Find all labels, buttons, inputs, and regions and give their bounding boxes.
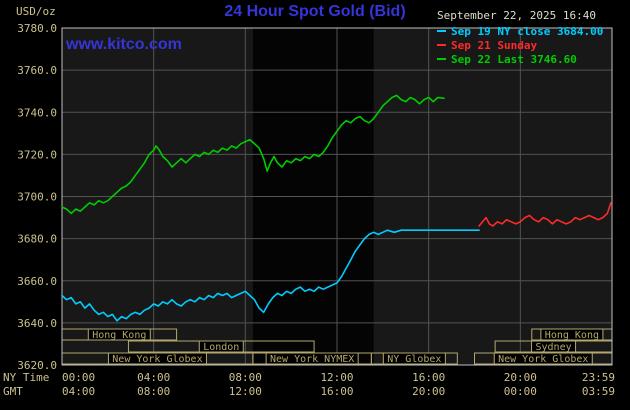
x-tick-label-ny: 08:00 <box>229 371 262 384</box>
legend-label-sep21: Sep 21 Sunday <box>451 39 538 52</box>
x-tick-label-gmt: 04:00 <box>62 385 95 398</box>
x-tick-label-ny: 00:00 <box>62 371 95 384</box>
legend-swatch-sep22-icon <box>437 58 446 60</box>
y-tick-label: 3780.0 <box>17 22 57 35</box>
session-label-box <box>493 352 593 365</box>
legend-swatch-sep19-icon <box>437 30 446 32</box>
x-tick-label-gmt: 16:00 <box>320 385 353 398</box>
x-tick-label-ny: 16:00 <box>412 371 445 384</box>
series-line-2 <box>61 94 445 215</box>
y-tick-label: 3620.0 <box>17 359 57 372</box>
session-label-box <box>87 328 151 341</box>
x-axis-row-label-ny: NY Time <box>3 371 49 384</box>
legend-item-sep22: Sep 22 Last 3746.60 <box>437 53 603 67</box>
plot-border <box>61 27 613 366</box>
session-label: New York NYMEX <box>270 354 354 365</box>
datetime-label: September 22, 2025 16:40 <box>437 9 596 22</box>
kitco-watermark-link[interactable]: www.kitco.com <box>66 36 182 53</box>
session-label: New York Globex <box>112 354 202 365</box>
session-label-box <box>107 352 207 365</box>
y-tick-label: 3640.0 <box>17 317 57 330</box>
x-tick-label-gmt: 03:59 <box>582 385 615 398</box>
x-tick-label-ny: 23:59 <box>582 371 615 384</box>
x-tick-label-gmt: 20:00 <box>412 385 445 398</box>
y-tick-label: 3760.0 <box>17 64 57 77</box>
page-title: 24 Hour Spot Gold (Bid) <box>224 3 406 20</box>
x-tick-label-gmt: 08:00 <box>137 385 170 398</box>
legend-item-sep21: Sep 21 Sunday <box>437 39 603 53</box>
session-label: NY Globex <box>387 354 441 365</box>
x-tick-label-gmt: 00:00 <box>504 385 537 398</box>
session-label: London <box>203 342 239 353</box>
x-tick-label-ny: 04:00 <box>137 371 170 384</box>
legend-swatch-sep21-icon <box>437 44 446 46</box>
session-label-box <box>265 352 359 365</box>
series-line-0 <box>61 229 480 322</box>
x-tick-label-gmt: 12:00 <box>229 385 262 398</box>
session-label-box <box>198 340 244 353</box>
session-label-box <box>540 328 604 341</box>
session-label: Sydney <box>536 342 572 353</box>
y-tick-label: 3660.0 <box>17 275 57 288</box>
session-label: Hong Kong <box>92 330 146 341</box>
x-tick-label-ny: 12:00 <box>320 371 353 384</box>
legend-label-sep22: Sep 22 Last 3746.60 <box>451 53 577 66</box>
session-label: New York Globex <box>498 354 588 365</box>
y-tick-label: 3700.0 <box>17 191 57 204</box>
y-tick-label: 3720.0 <box>17 148 57 161</box>
unit-label: USD/oz <box>16 5 56 18</box>
session-label-box <box>531 340 577 353</box>
y-tick-label: 3740.0 <box>17 106 57 119</box>
legend-label-sep19: Sep 19 NY close 3684.00 <box>451 25 604 38</box>
legend: Sep 19 NY close 3684.00 Sep 21 Sunday Se… <box>437 25 603 67</box>
x-axis-row-label-gmt: GMT <box>3 385 23 398</box>
x-tick-label-ny: 20:00 <box>504 371 537 384</box>
y-tick-label: 3680.0 <box>17 233 57 246</box>
series-line-1 <box>478 202 612 227</box>
legend-item-sep19: Sep 19 NY close 3684.00 <box>437 25 603 39</box>
session-label: Hong Kong <box>545 330 599 341</box>
session-label-box <box>382 352 446 365</box>
